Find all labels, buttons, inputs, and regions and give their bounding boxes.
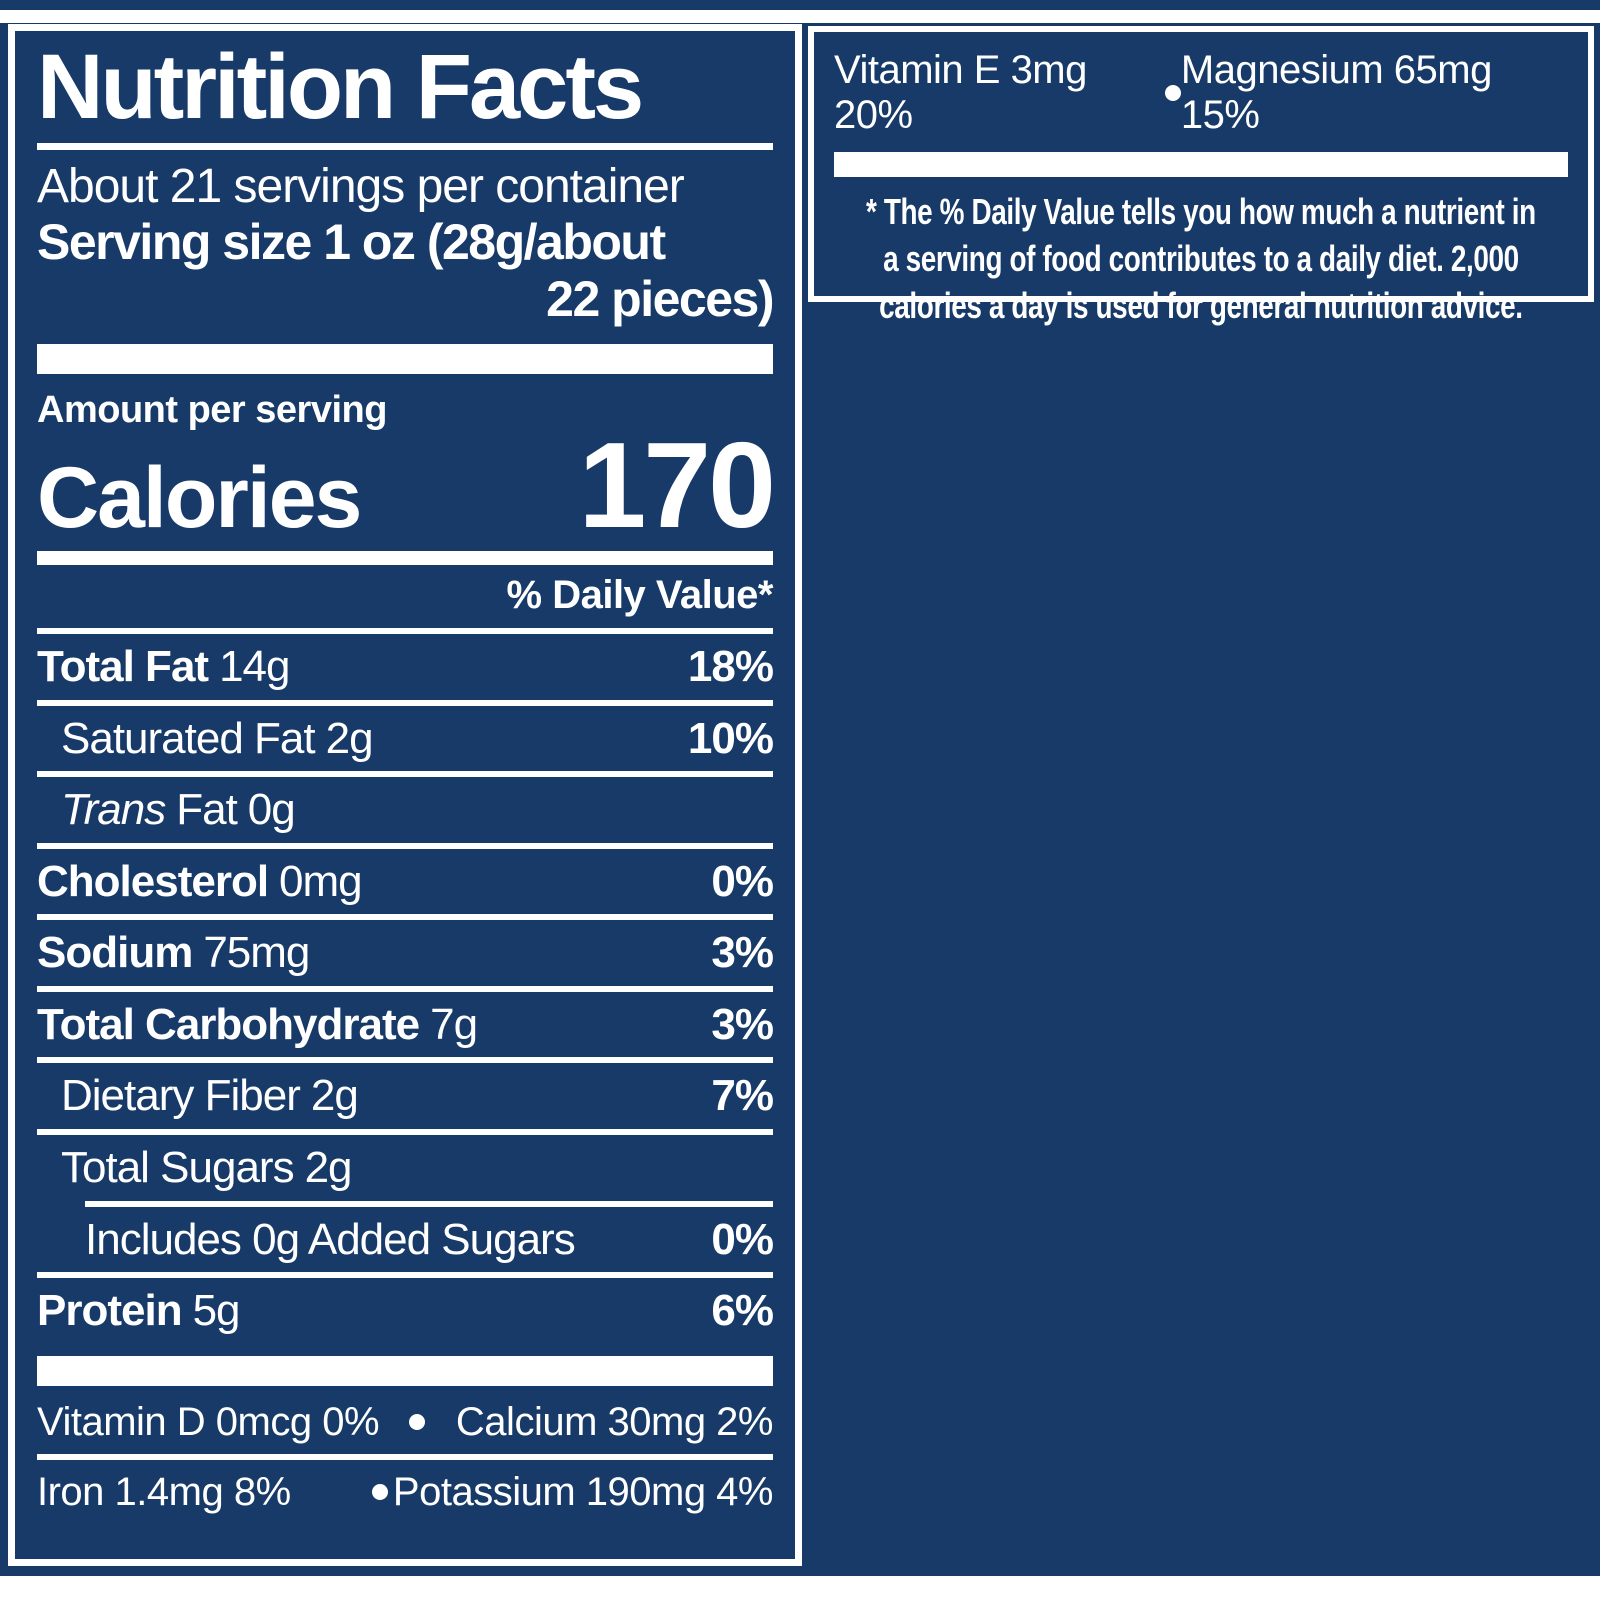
row-total-fat: Total Fat 14g 18% bbox=[37, 642, 774, 692]
row-vitamin-e-magnesium: Vitamin E 3mg 20% Magnesium 65mg 15% bbox=[834, 38, 1568, 140]
divider bbox=[37, 985, 773, 992]
servings-per-container: About 21 servings per container bbox=[37, 159, 685, 213]
divider bbox=[37, 1057, 773, 1064]
dv-value: 3% bbox=[711, 999, 774, 1049]
bullet-icon bbox=[371, 1483, 388, 1500]
row-saturated-fat: Saturated Fat 2g 10% bbox=[61, 713, 774, 763]
calories-label: Calories bbox=[37, 449, 362, 546]
divider bbox=[37, 842, 773, 849]
thick-separator-bar bbox=[834, 152, 1568, 177]
bottom-white-band bbox=[0, 1576, 1600, 1600]
nutrition-facts-panel: Nutrition Facts About 21 servings per co… bbox=[8, 24, 802, 1566]
divider bbox=[37, 914, 773, 921]
dv-value: 18% bbox=[687, 642, 774, 692]
bullet-icon bbox=[1164, 85, 1181, 101]
micro-left: Vitamin D 0mcg 0% bbox=[37, 1399, 380, 1444]
divider bbox=[37, 1272, 773, 1279]
serving-size-line1: Serving size 1 oz (28g/about bbox=[37, 213, 666, 270]
dv-value: 7% bbox=[711, 1071, 774, 1121]
divider bbox=[37, 1128, 773, 1135]
dv-value: 10% bbox=[687, 713, 774, 763]
footnote-line: a serving of food contributes to a daily… bbox=[883, 237, 1519, 279]
dv-value: 6% bbox=[711, 1286, 774, 1336]
row-total-sugars: Total Sugars 2g bbox=[61, 1142, 353, 1192]
calories-row: Calories 170 bbox=[37, 417, 776, 554]
divider bbox=[37, 771, 773, 778]
row-total-carbohydrate: Total Carbohydrate 7g 3% bbox=[37, 999, 774, 1049]
micro-left: Vitamin E 3mg 20% bbox=[834, 48, 1087, 137]
footnote-line: calories a day is used for general nutri… bbox=[879, 284, 1523, 326]
row-iron-potassium: Iron 1.4mg 8% Potassium 190mg 4% bbox=[37, 1460, 774, 1524]
calories-value: 170 bbox=[578, 417, 776, 554]
micro-right: Potassium 190mg 4% bbox=[392, 1469, 774, 1514]
divider bbox=[37, 142, 773, 150]
row-added-sugars: Includes 0g Added Sugars 0% bbox=[85, 1214, 774, 1264]
daily-value-header: % Daily Value* bbox=[506, 573, 774, 618]
micro-left: Iron 1.4mg 8% bbox=[37, 1469, 291, 1514]
row-sodium: Sodium 75mg 3% bbox=[37, 928, 774, 978]
divider bbox=[37, 699, 773, 706]
amount-per-serving-label: Amount per serving bbox=[37, 388, 387, 431]
medium-separator-bar bbox=[37, 551, 773, 566]
divider bbox=[37, 1453, 773, 1460]
row-trans-fat: Trans Fat 0g bbox=[61, 785, 296, 835]
dv-value: 0% bbox=[711, 856, 774, 906]
serving-size-line2: 22 pieces) bbox=[546, 270, 774, 327]
dv-value: 0% bbox=[711, 1214, 774, 1264]
top-white-band bbox=[0, 10, 1600, 23]
thick-separator-bar bbox=[37, 343, 773, 374]
micro-right: Magnesium 65mg 15% bbox=[1180, 48, 1492, 137]
micro-right: Calcium 30mg 2% bbox=[455, 1399, 774, 1444]
serving-size: Serving size 1 oz (28g/about 22 pieces) bbox=[37, 213, 775, 328]
dv-value: 3% bbox=[711, 928, 774, 978]
row-vitamin-d-calcium: Vitamin D 0mcg 0% Calcium 30mg 2% bbox=[37, 1390, 774, 1454]
thick-separator-bar bbox=[37, 1355, 773, 1386]
footnote-line: * The % Daily Value tells you how much a… bbox=[866, 191, 1536, 232]
bullet-icon bbox=[409, 1413, 426, 1430]
footnote-panel: Vitamin E 3mg 20% Magnesium 65mg 15% * T… bbox=[808, 26, 1594, 326]
row-dietary-fiber: Dietary Fiber 2g 7% bbox=[61, 1071, 774, 1121]
row-cholesterol: Cholesterol 0mg 0% bbox=[37, 856, 774, 906]
row-protein: Protein 5g 6% bbox=[37, 1286, 774, 1336]
panel-title: Nutrition Facts bbox=[37, 36, 644, 138]
daily-value-footnote: * The % Daily Value tells you how much a… bbox=[834, 189, 1568, 329]
divider bbox=[37, 628, 773, 635]
divider-indented bbox=[85, 1200, 773, 1207]
